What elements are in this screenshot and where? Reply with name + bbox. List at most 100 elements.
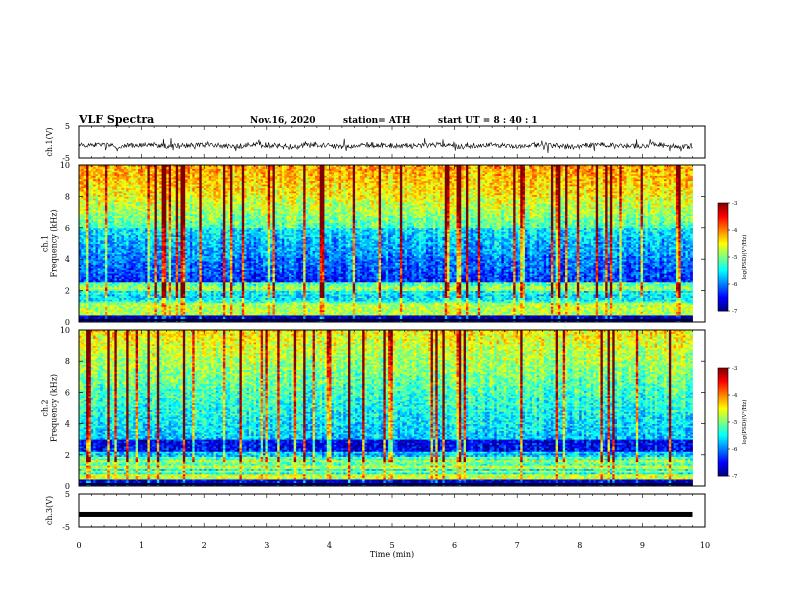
psd-cell — [635, 313, 639, 316]
psd-cell — [234, 308, 238, 311]
psd-cell — [534, 320, 538, 323]
psd-cell — [171, 309, 174, 312]
psd-cell — [156, 313, 160, 316]
psd-cell — [218, 309, 221, 312]
psd-cell — [189, 316, 193, 319]
psd-cell — [97, 313, 101, 316]
psd-cell — [373, 308, 377, 311]
psd-cell — [654, 315, 658, 318]
psd-cell — [499, 313, 502, 316]
station-label: station= ATH — [343, 116, 411, 126]
psd-cell — [140, 309, 144, 312]
psd-cell — [305, 309, 309, 312]
psd-cell — [477, 313, 481, 316]
psd-cell — [185, 311, 188, 314]
psd-cell — [442, 313, 446, 316]
psd-cell — [560, 316, 564, 319]
psd-cell — [527, 315, 531, 318]
psd-cell — [312, 316, 316, 319]
psd-cell — [574, 313, 578, 316]
psd-cell — [345, 311, 349, 314]
psd-cell — [456, 309, 460, 312]
psd-cell — [605, 315, 608, 318]
psd-cell — [402, 316, 406, 319]
psd-cell — [539, 311, 542, 314]
psd-cell — [390, 309, 394, 312]
psd-cell — [489, 320, 493, 323]
psd-cell — [671, 320, 674, 323]
psd-cell — [609, 316, 613, 319]
psd-cell — [300, 320, 304, 323]
psd-cell — [366, 308, 370, 311]
y-axis-label: ch.1(V) — [45, 127, 54, 156]
psd-cell — [324, 315, 328, 318]
psd-cell — [182, 313, 186, 316]
psd-cell — [565, 316, 568, 319]
psd-cell — [642, 309, 646, 312]
psd-cell — [383, 315, 387, 318]
psd-cell — [489, 309, 493, 312]
psd-cell — [687, 311, 691, 314]
psd-cell — [687, 315, 691, 318]
psd-cell — [534, 315, 538, 318]
psd-cell — [683, 313, 686, 316]
psd-cell — [532, 313, 535, 316]
psd-cell — [218, 308, 221, 311]
psd-cell — [392, 308, 396, 311]
psd-cell — [340, 320, 344, 323]
psd-cell — [333, 320, 337, 323]
psd-cell — [291, 311, 295, 314]
psd-cell — [664, 316, 667, 319]
psd-cell — [187, 316, 191, 319]
psd-cell — [503, 311, 507, 314]
psd-cell — [506, 316, 509, 319]
psd-cell — [522, 316, 526, 319]
psd-cell — [244, 320, 247, 323]
psd-cell — [300, 311, 304, 314]
psd-cell — [289, 315, 292, 318]
psd-cell — [149, 308, 153, 311]
psd-cell — [166, 309, 170, 312]
psd-cell — [569, 309, 573, 312]
psd-cell — [324, 309, 328, 312]
psd-cell — [541, 313, 545, 316]
psd-cell — [650, 309, 653, 312]
psd-cell — [482, 313, 486, 316]
psd-cell — [248, 308, 252, 311]
psd-cell — [605, 313, 608, 316]
psd-cell — [154, 316, 158, 319]
psd-cell — [600, 316, 604, 319]
psd-cell — [463, 316, 467, 319]
psd-cell — [657, 316, 660, 319]
psd-cell — [88, 316, 92, 319]
psd-cell — [140, 315, 144, 318]
psd-cell — [449, 311, 453, 314]
psd-cell — [107, 311, 111, 314]
psd-cell — [248, 313, 252, 316]
psd-cell — [477, 320, 481, 323]
psd-cell — [350, 320, 354, 323]
psd-cell — [347, 313, 351, 316]
psd-cell — [463, 320, 467, 323]
psd-cell — [468, 316, 472, 319]
psd-cell — [373, 313, 377, 316]
psd-cell — [536, 311, 540, 314]
psd-cell — [520, 320, 523, 323]
psd-cell — [274, 311, 278, 314]
psd-cell — [168, 311, 172, 314]
psd-cell — [331, 313, 335, 316]
psd-cell — [650, 311, 653, 314]
psd-cell — [194, 309, 198, 312]
psd-cell — [189, 313, 193, 316]
psd-cell — [326, 308, 330, 311]
psd-cell — [678, 311, 682, 314]
psd-cell — [362, 315, 365, 318]
psd-cell — [605, 316, 608, 319]
psd-cell — [121, 320, 125, 323]
psd-cell — [468, 320, 472, 323]
psd-cell — [624, 309, 627, 312]
psd-cell — [690, 313, 693, 316]
psd-cell — [586, 309, 590, 312]
psd-cell — [371, 309, 375, 312]
psd-cell — [442, 309, 446, 312]
